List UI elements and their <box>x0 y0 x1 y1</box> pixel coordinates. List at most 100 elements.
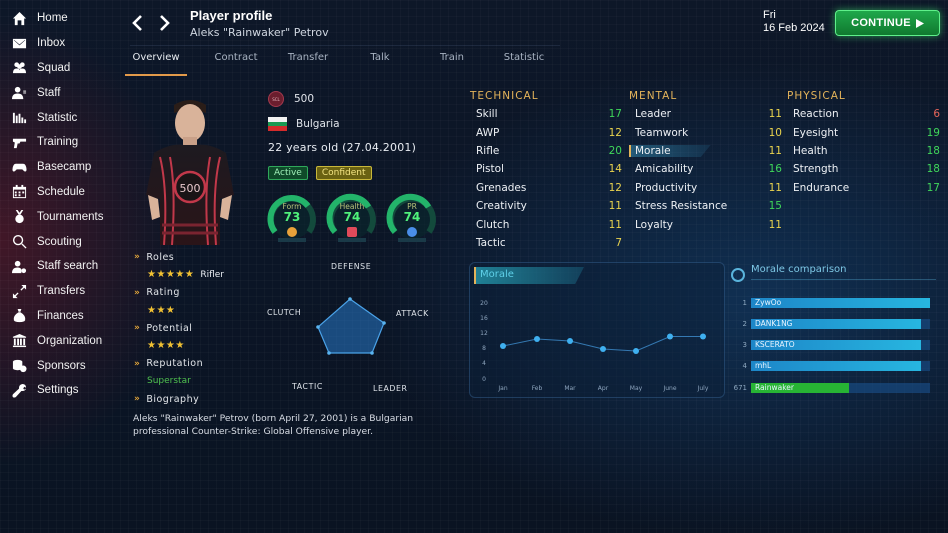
attr-row[interactable]: Skill 17 <box>476 108 622 121</box>
double-chevron-icon: » <box>134 358 141 369</box>
tab-statistic[interactable]: Statistic <box>503 52 545 63</box>
rating-heading: » Rating <box>134 287 180 298</box>
country-name: Bulgaria <box>296 118 340 130</box>
sidebar-item-label: Staff search <box>37 260 99 273</box>
attr-row[interactable]: Endurance 17 <box>793 181 940 194</box>
continue-label: CONTINUE <box>851 17 911 29</box>
svg-text:12: 12 <box>480 330 488 337</box>
technical-attributes: TECHNICAL Skill 17 AWP 12 Rifle 20 Pistol 14… <box>470 90 622 252</box>
morale-comparison-title: Morale comparison <box>751 264 847 275</box>
squad-icon <box>11 60 27 76</box>
physical-attributes: PHYSICAL Reaction 6 Eyesight 19 Health 18 S… <box>787 90 940 197</box>
coins-icon <box>11 358 27 374</box>
player-age: 22 years old (27.04.2001) <box>268 141 417 154</box>
double-chevron-icon: » <box>134 394 141 404</box>
sidebar-item-staff[interactable]: Staff <box>0 80 120 105</box>
attr-row[interactable]: Creativity 11 <box>476 200 622 213</box>
sidebar-item-statistic[interactable]: Statistic <box>0 105 120 130</box>
skills-radar-chart <box>316 297 386 355</box>
reputation-heading: » Reputation <box>134 358 204 369</box>
comparison-row-self[interactable]: 671 Rainwaker <box>727 382 930 394</box>
page-title: Player profile <box>190 8 273 23</box>
roles-heading: » Roles <box>134 251 175 263</box>
sidebar-item-label: Training <box>37 136 79 149</box>
attr-row[interactable]: Productivity 11 <box>635 181 782 194</box>
play-icon <box>915 18 924 28</box>
reputation-value: Superstar <box>147 376 191 387</box>
svg-text:0: 0 <box>482 376 486 383</box>
comparison-row[interactable]: 4 mhL <box>727 360 930 372</box>
morale-chart-title: Morale <box>480 269 514 280</box>
tab-contract[interactable]: Contract <box>214 52 258 63</box>
sidebar-item-sponsors[interactable]: Sponsors <box>0 353 120 378</box>
mental-attributes: MENTAL Leader 11 Teamwork 10 Morale 11 Amic… <box>629 90 782 234</box>
attr-row[interactable]: Grenades 12 <box>476 181 622 194</box>
sidebar-item-label: Statistic <box>37 111 78 124</box>
attr-row[interactable]: Health 18 <box>793 144 940 157</box>
pistol-icon <box>11 134 27 150</box>
sidebar-item-finances[interactable]: Finances <box>0 304 120 329</box>
attr-row[interactable]: Loyalty 11 <box>635 218 782 231</box>
sidebar-item-label: Transfers <box>37 285 86 298</box>
sidebar-item-schedule[interactable]: Schedule <box>0 180 120 205</box>
attr-row-selected[interactable]: Morale 11 <box>629 142 782 160</box>
comparison-row[interactable]: 1 ZywOo <box>727 297 930 309</box>
attr-row[interactable]: Clutch 11 <box>476 218 622 231</box>
attr-row[interactable]: Reaction 6 <box>793 108 940 121</box>
svg-text:4: 4 <box>482 360 486 367</box>
svg-text:Jan: Jan <box>497 385 507 392</box>
attr-row[interactable]: Stress Resistance 15 <box>635 200 782 213</box>
attr-row[interactable]: Rifle 20 <box>476 144 622 157</box>
bulgaria-flag-icon <box>268 117 287 132</box>
tab-talk[interactable]: Talk <box>370 52 390 63</box>
sidebar-item-staff-search[interactable]: Staff search <box>0 254 120 279</box>
sidebar-item-settings[interactable]: Settings <box>0 378 120 403</box>
double-chevron-icon: » <box>134 287 141 298</box>
attr-row[interactable]: Strength 18 <box>793 163 940 176</box>
attr-row[interactable]: Pistol 14 <box>476 163 622 176</box>
sidebar-item-home[interactable]: Home <box>0 6 120 31</box>
sidebar-item-label: Organization <box>37 334 103 347</box>
attr-row[interactable]: Tactic 7 <box>476 236 622 249</box>
status-badge-confident: Confident <box>315 166 372 180</box>
sidebar-item-label: Staff <box>37 86 61 99</box>
forward-button[interactable] <box>156 10 174 36</box>
globe-icon <box>407 227 417 237</box>
sidebar-item-label: Home <box>37 12 68 25</box>
tab-train[interactable]: Train <box>440 52 464 63</box>
comparison-row[interactable]: 2 DANK1NG <box>727 318 930 330</box>
double-chevron-icon: » <box>134 252 141 262</box>
tab-overview[interactable]: Overview <box>125 52 187 76</box>
radar-label-attack: ATTACK <box>396 309 429 318</box>
chevron-left-icon <box>132 15 142 31</box>
attr-row[interactable]: Eyesight 19 <box>793 126 940 139</box>
sidebar-item-basecamp[interactable]: Basecamp <box>0 155 120 180</box>
sidebar-item-training[interactable]: Training <box>0 130 120 155</box>
wrench-icon <box>11 382 27 398</box>
player-info: » Roles ★★★★★ Rifler » Rating ★★★ » Potentia… <box>134 250 254 406</box>
sidebar-item-inbox[interactable]: Inbox <box>0 31 120 56</box>
sidebar-item-organization[interactable]: Organization <box>0 328 120 353</box>
sidebar-item-tournaments[interactable]: Tournaments <box>0 204 120 229</box>
attr-row[interactable]: Amicability 16 <box>635 163 782 176</box>
attr-row[interactable]: Teamwork 10 <box>635 126 782 139</box>
staff-search-icon <box>11 258 27 274</box>
team-row: SCL 500 <box>268 91 314 107</box>
sidebar-item-scouting[interactable]: Scouting <box>0 229 120 254</box>
gauge-health: Health 74 <box>326 192 378 244</box>
svg-text:Feb: Feb <box>532 385 543 392</box>
radar-label-leader: LEADER <box>373 384 408 393</box>
team-name[interactable]: 500 <box>294 93 315 105</box>
sidebar-item-squad[interactable]: Squad <box>0 56 120 81</box>
sidebar-item-transfers[interactable]: Transfers <box>0 279 120 304</box>
attr-row[interactable]: Leader 11 <box>635 108 782 121</box>
country-row: Bulgaria <box>268 117 340 132</box>
continue-button[interactable]: CONTINUE <box>835 10 940 36</box>
comparison-row[interactable]: 3 KSCERATO <box>727 339 930 351</box>
morale-chart-panel <box>469 262 725 398</box>
biography-heading: » Biography <box>134 393 200 405</box>
tab-transfer[interactable]: Transfer <box>287 52 329 63</box>
svg-text:June: June <box>662 385 676 392</box>
back-button[interactable] <box>128 10 146 36</box>
attr-row[interactable]: AWP 12 <box>476 126 622 139</box>
